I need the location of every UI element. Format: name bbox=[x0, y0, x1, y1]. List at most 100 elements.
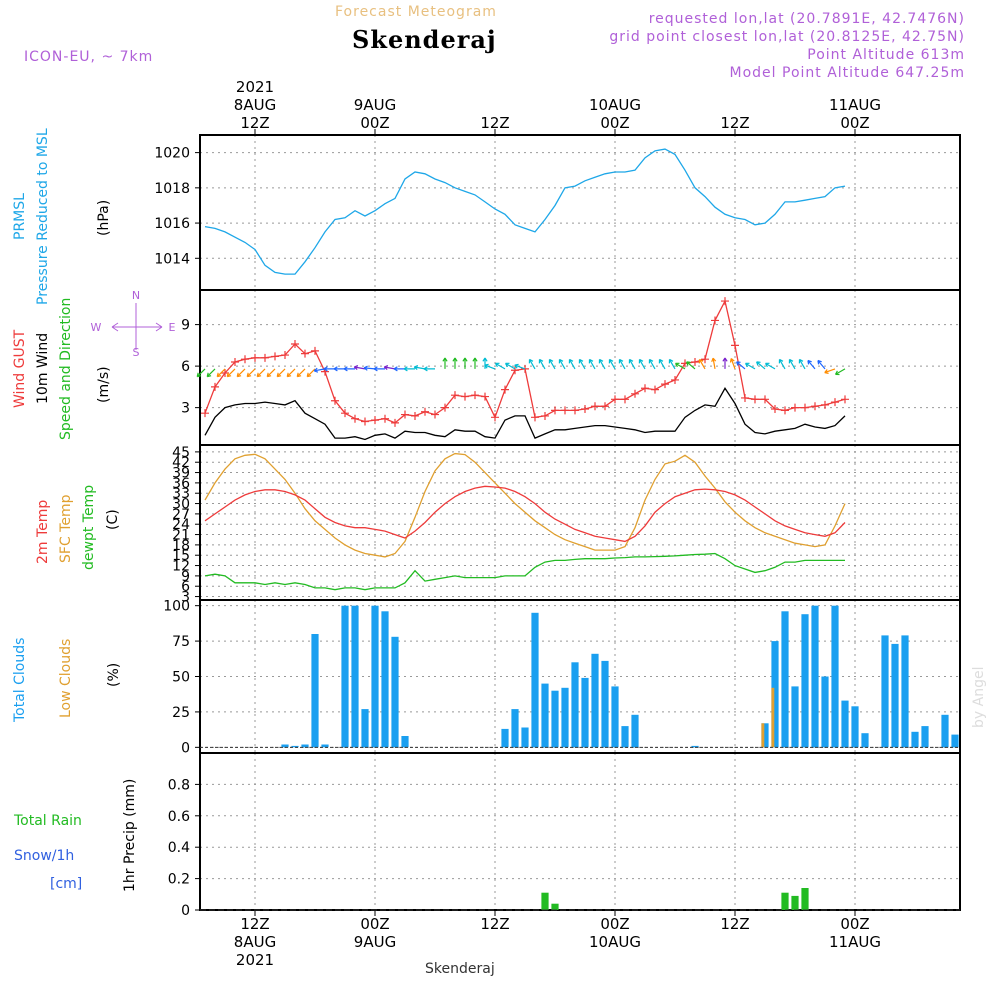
total-cloud-bar bbox=[341, 605, 349, 748]
pressure-ytick-label: 1014 bbox=[154, 251, 190, 267]
gust-marker bbox=[561, 406, 569, 415]
precip-ytick-label: 0.8 bbox=[168, 777, 190, 793]
total-cloud-bar bbox=[591, 653, 599, 748]
total-cloud-bar bbox=[621, 726, 629, 748]
wind-arrow bbox=[711, 357, 717, 370]
low-cloud-bar bbox=[771, 687, 775, 748]
pressure-line bbox=[204, 148, 846, 275]
label-pressure-msl: Pressure Reduced to MSL bbox=[35, 128, 51, 305]
gust-marker bbox=[211, 382, 219, 391]
wind-arrow bbox=[638, 358, 646, 370]
label-snow: Snow/1h bbox=[14, 848, 74, 864]
gust-marker bbox=[241, 355, 249, 364]
top-hour-label: 12Z bbox=[720, 114, 749, 132]
wind-arrow bbox=[807, 359, 816, 370]
total-cloud-bar bbox=[631, 714, 639, 748]
wind-gust-line bbox=[204, 299, 846, 424]
total-cloud-bar bbox=[831, 605, 839, 748]
wind-arrow bbox=[403, 366, 415, 372]
gust-marker bbox=[671, 375, 679, 384]
wind-arrow bbox=[744, 362, 756, 370]
gust-marker bbox=[441, 403, 449, 412]
total-cloud-bar bbox=[801, 614, 809, 748]
credit-text: by Angel bbox=[971, 667, 987, 728]
temp-ytick-label: 21 bbox=[172, 528, 190, 544]
wind-ytick-label: 9 bbox=[181, 318, 190, 334]
wind-arrow bbox=[698, 358, 706, 370]
total-cloud-bar bbox=[921, 726, 929, 748]
wind-arrow bbox=[538, 358, 546, 370]
wind-arrow bbox=[504, 362, 516, 370]
label-hpa: (hPa) bbox=[96, 200, 112, 236]
gust-marker bbox=[581, 405, 589, 414]
total-cloud-bar bbox=[891, 643, 899, 748]
gust-marker bbox=[421, 407, 429, 416]
temp-ytick-label: 39 bbox=[172, 466, 190, 482]
wind-arrow bbox=[788, 358, 796, 370]
total-cloud-bar bbox=[951, 734, 959, 748]
wind-arrow bbox=[442, 357, 448, 369]
location-name: Skenderaj bbox=[352, 25, 497, 54]
wind-arrow bbox=[598, 358, 606, 370]
gust-marker bbox=[601, 402, 609, 411]
gust-marker bbox=[651, 385, 659, 394]
rain-bar bbox=[781, 892, 789, 910]
gust-marker bbox=[741, 393, 749, 402]
total-cloud-bar bbox=[361, 709, 369, 748]
total-cloud-bar bbox=[351, 605, 359, 748]
total-cloud-bar bbox=[401, 736, 409, 748]
gust-marker bbox=[661, 380, 669, 389]
top-hour-label: 00Z bbox=[360, 114, 389, 132]
clouds-ytick-label: 100 bbox=[163, 599, 190, 615]
gust-marker bbox=[691, 357, 699, 366]
wind-speed-line bbox=[204, 387, 846, 441]
wind-arrow bbox=[363, 365, 376, 371]
wind-arrow bbox=[778, 358, 786, 370]
point-altitude: Point Altitude 613m bbox=[807, 47, 965, 63]
temp-ytick-label: 9 bbox=[181, 569, 190, 585]
bottom-axis-label: 11AUG bbox=[829, 933, 881, 951]
gust-marker bbox=[231, 357, 239, 366]
wind-arrow bbox=[568, 358, 576, 370]
wind-arrow bbox=[628, 358, 636, 370]
wind-arrow bbox=[306, 368, 316, 378]
wind-arrow bbox=[764, 362, 776, 370]
gust-marker bbox=[351, 414, 359, 423]
total-cloud-bar bbox=[781, 611, 789, 748]
label-c: (C) bbox=[105, 509, 121, 530]
gust-marker bbox=[431, 410, 439, 419]
model-altitude: Model Point Altitude 647.25m bbox=[730, 65, 965, 81]
precip-ytick-label: 0.2 bbox=[168, 872, 190, 888]
rain-bar bbox=[551, 903, 559, 910]
temp-ytick-label: 33 bbox=[172, 486, 190, 502]
total-cloud-bar bbox=[541, 683, 549, 748]
temp-ytick-label: 24 bbox=[172, 517, 190, 533]
clouds-ytick-label: 25 bbox=[172, 705, 190, 721]
gust-marker bbox=[371, 416, 379, 425]
gust-marker bbox=[711, 316, 719, 325]
gust-marker bbox=[631, 389, 639, 398]
temp-frame bbox=[199, 444, 961, 601]
bottom-axis-label: 8AUG bbox=[234, 933, 276, 951]
wind-arrow bbox=[323, 366, 335, 372]
total-cloud-bar bbox=[501, 728, 509, 748]
gust-marker bbox=[531, 413, 539, 422]
precip-labels: Total Rain Snow/1h [cm] 1hr Precip (mm) bbox=[13, 779, 138, 892]
temp-ytick-label: 18 bbox=[172, 538, 190, 554]
total-cloud-bar bbox=[381, 611, 389, 748]
wind-arrow bbox=[648, 358, 656, 370]
gust-marker bbox=[821, 400, 829, 409]
label-10m-wind: 10m Wind bbox=[35, 333, 51, 404]
wind-arrow bbox=[393, 366, 405, 372]
wind-arrow bbox=[528, 358, 536, 370]
temp-ytick-label: 42 bbox=[172, 455, 190, 471]
label-speed-direction: Speed and Direction bbox=[58, 298, 74, 440]
gust-marker bbox=[271, 352, 279, 361]
sfc-temp-line bbox=[204, 452, 846, 558]
compass-n: N bbox=[132, 289, 140, 302]
temp-ytick-label: 27 bbox=[172, 507, 190, 523]
wind-arrow bbox=[216, 368, 226, 378]
